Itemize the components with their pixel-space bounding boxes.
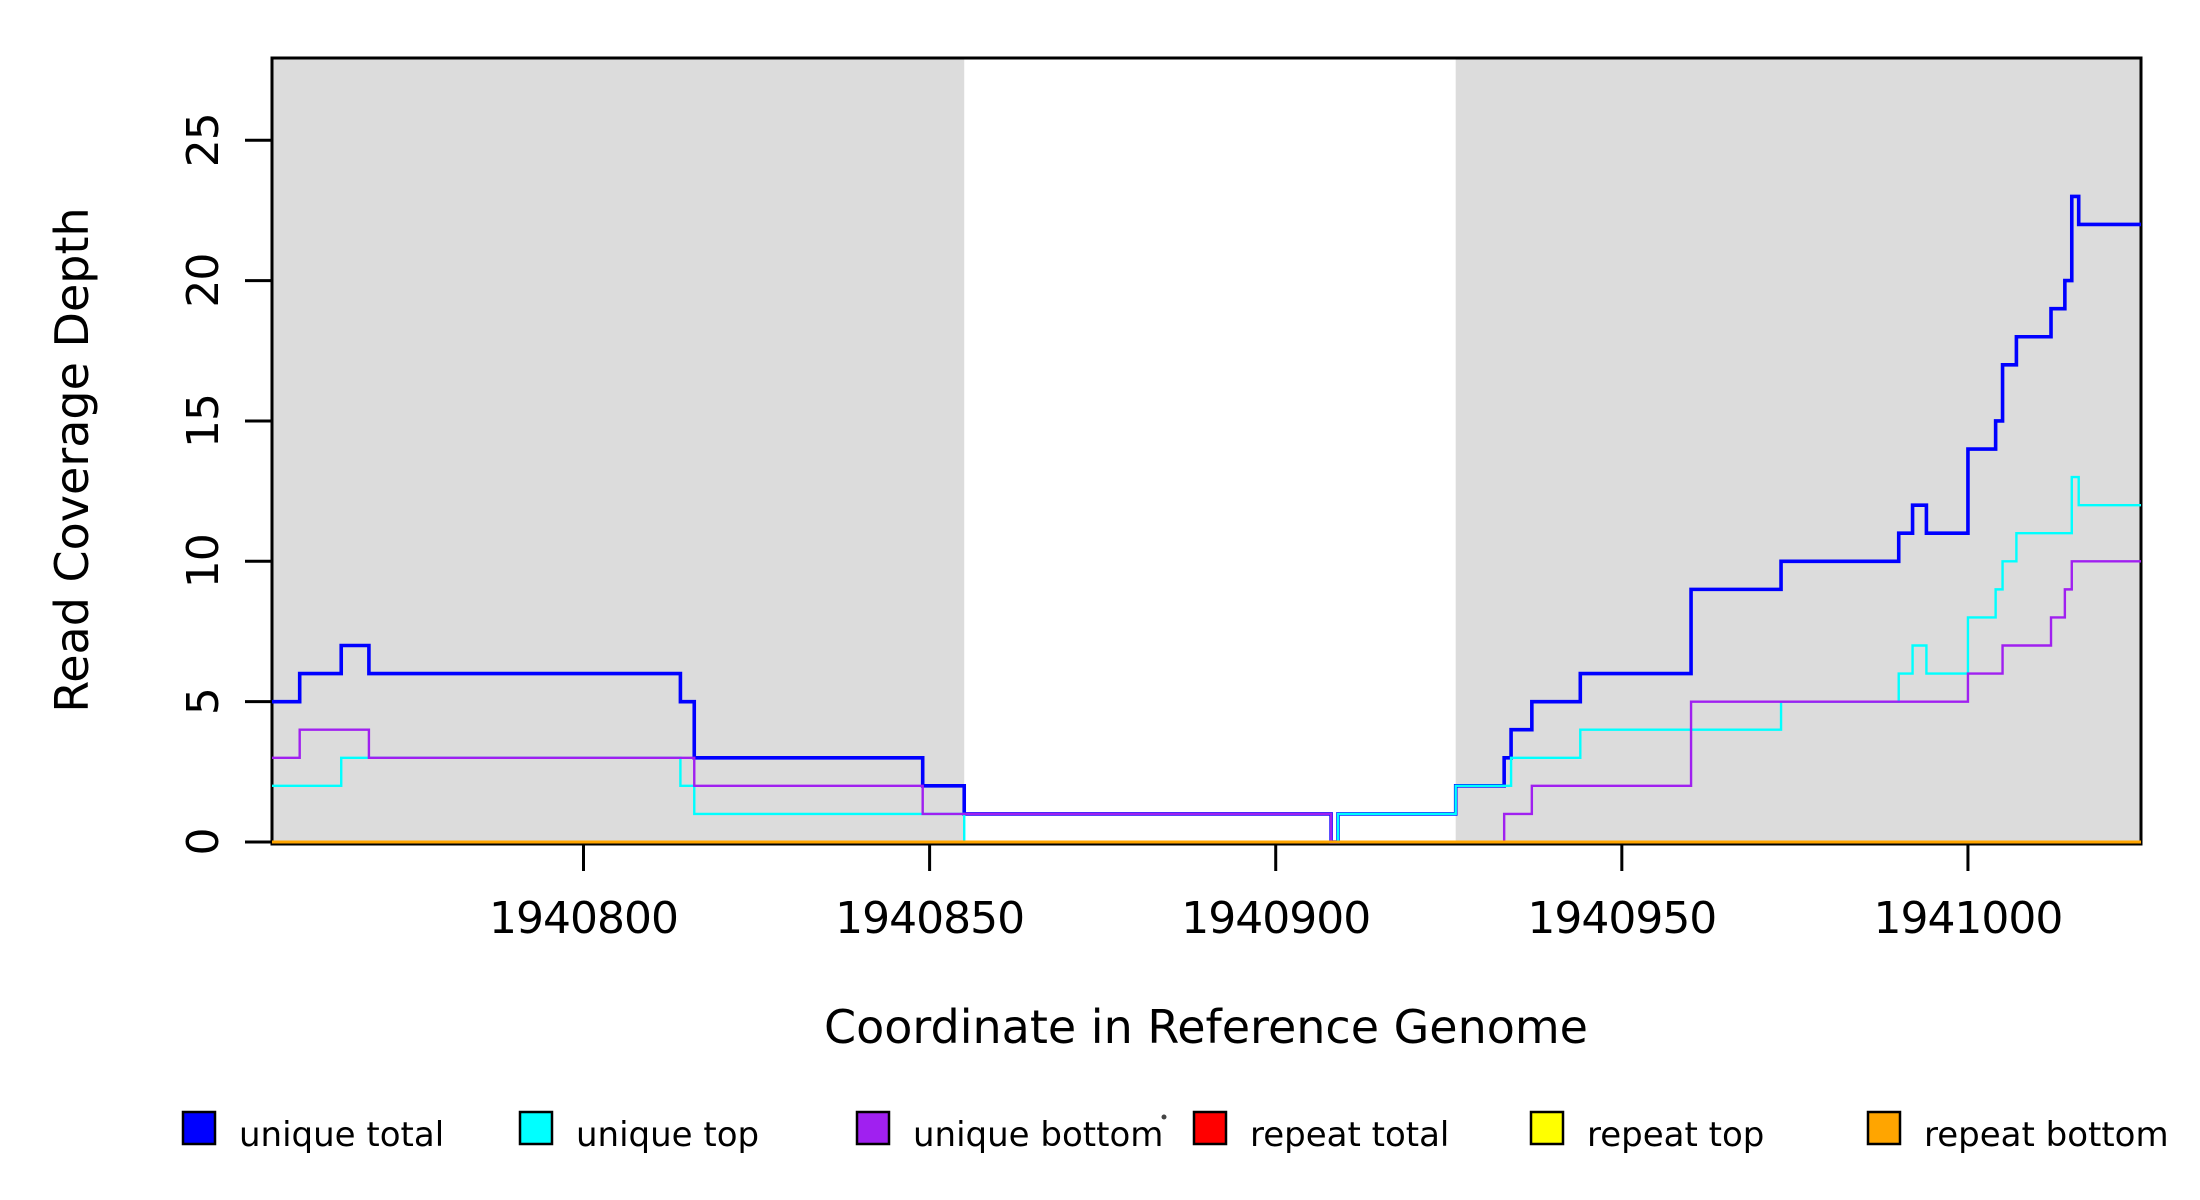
axes-layer: 1940800 1940850 1940900 1940950 1941000 0 5 10 1… [178, 113, 2063, 944]
left-gray-block [272, 58, 965, 844]
right-gray-block [1455, 58, 2141, 844]
legend-label-unique-top: unique top [576, 1115, 759, 1155]
legend-swatch-unique-total [181, 1110, 217, 1146]
legend-label-repeat-bottom: repeat bottom [1924, 1115, 2169, 1155]
y-axis-tick-label: 25 [178, 113, 229, 167]
legend-label-unique-bottom: unique bottom [913, 1115, 1163, 1155]
legend-swatch-repeat-total [1192, 1110, 1228, 1146]
stray-dot [1161, 1114, 1167, 1120]
series-layer [272, 194, 2141, 844]
legend-label-unique-total: unique total [239, 1115, 444, 1155]
x-axis-tick-label: 1940850 [835, 893, 1024, 944]
legend-label-repeat-top: repeat top [1587, 1115, 1764, 1155]
legend-label-repeat-total: repeat total [1250, 1115, 1449, 1155]
series-line-unique-bottom [272, 560, 2141, 844]
y-axis-tick-label: 20 [178, 254, 229, 308]
y-axis-title: Read Coverage Depth [45, 207, 99, 712]
legend-swatch-repeat-top [1529, 1110, 1565, 1146]
x-axis-title: Coordinate in Reference Genome [824, 1000, 1588, 1054]
y-axis-tick-label: 5 [178, 688, 229, 715]
x-axis-tick-label: 1940800 [489, 893, 678, 944]
y-axis-tick-label: 10 [178, 534, 229, 588]
x-axis-tick-label: 1940900 [1181, 893, 1370, 944]
legend-swatch-unique-top [518, 1110, 554, 1146]
series-line-unique-total [272, 194, 2141, 844]
legend-layer: unique total unique top unique bottom repea… [181, 1110, 2169, 1155]
legend-swatch-repeat-bottom [1866, 1110, 1902, 1146]
x-axis-tick-label: 1941000 [1873, 893, 2062, 944]
y-axis-tick-label: 15 [178, 394, 229, 448]
y-axis-tick-label: 0 [178, 829, 229, 856]
shaded-regions-layer [272, 58, 2141, 844]
legend-swatch-unique-bottom [855, 1110, 891, 1146]
x-axis-tick-label: 1940950 [1527, 893, 1716, 944]
plot-border [270, 56, 2143, 846]
